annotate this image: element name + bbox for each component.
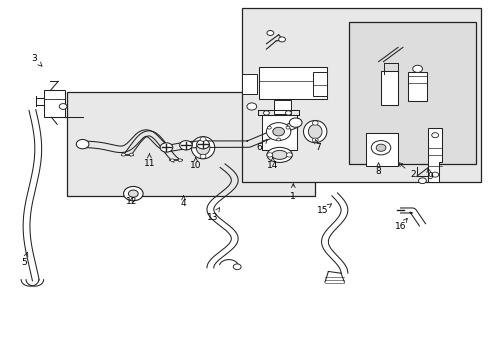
Circle shape: [200, 137, 205, 141]
Circle shape: [196, 140, 209, 149]
Circle shape: [122, 153, 125, 156]
Ellipse shape: [308, 125, 322, 139]
Bar: [380, 71, 397, 105]
Circle shape: [431, 133, 438, 138]
Circle shape: [179, 141, 192, 150]
Circle shape: [289, 118, 302, 127]
Circle shape: [272, 127, 284, 136]
Bar: [348, 22, 475, 164]
Circle shape: [178, 159, 182, 162]
Circle shape: [431, 172, 438, 177]
Circle shape: [246, 103, 256, 110]
Text: 16: 16: [394, 219, 407, 231]
Ellipse shape: [271, 150, 287, 159]
Circle shape: [276, 138, 280, 141]
Circle shape: [278, 37, 285, 42]
Bar: [242, 8, 480, 182]
Circle shape: [285, 126, 289, 129]
Circle shape: [418, 178, 426, 184]
Text: 6: 6: [256, 139, 267, 152]
Ellipse shape: [266, 147, 292, 162]
Circle shape: [200, 154, 205, 158]
Circle shape: [233, 264, 241, 270]
Polygon shape: [427, 128, 442, 182]
Text: 13: 13: [206, 208, 219, 222]
Circle shape: [263, 111, 269, 115]
Text: 15: 15: [316, 204, 331, 215]
Bar: [259, 67, 327, 99]
Text: 12: 12: [125, 197, 137, 206]
Circle shape: [266, 153, 272, 157]
Circle shape: [129, 153, 133, 156]
Text: 5: 5: [21, 252, 28, 267]
Circle shape: [266, 31, 273, 36]
Circle shape: [266, 123, 290, 140]
Circle shape: [267, 126, 271, 129]
Circle shape: [59, 104, 67, 109]
Ellipse shape: [196, 140, 209, 155]
Circle shape: [375, 144, 385, 151]
Circle shape: [123, 186, 143, 201]
Text: 9: 9: [426, 168, 432, 181]
Circle shape: [312, 138, 318, 142]
Circle shape: [128, 190, 138, 197]
Bar: [66, 92, 315, 196]
Bar: [407, 72, 427, 101]
Circle shape: [285, 111, 291, 115]
Bar: [273, 100, 290, 114]
Circle shape: [286, 153, 292, 157]
Circle shape: [160, 143, 172, 152]
Text: 2: 2: [398, 163, 415, 179]
Bar: [261, 116, 296, 149]
Text: 10: 10: [190, 158, 201, 170]
Text: 8: 8: [375, 163, 381, 176]
Circle shape: [170, 159, 174, 162]
Text: 3: 3: [31, 54, 42, 66]
Bar: [312, 72, 327, 96]
Circle shape: [370, 140, 390, 155]
Text: 7: 7: [314, 140, 320, 152]
Circle shape: [312, 121, 318, 125]
Bar: [43, 90, 65, 117]
Ellipse shape: [303, 121, 326, 143]
Text: 1: 1: [290, 184, 296, 201]
Text: 4: 4: [181, 196, 186, 208]
Text: 11: 11: [143, 154, 155, 168]
Circle shape: [76, 139, 89, 149]
Bar: [366, 134, 397, 166]
Ellipse shape: [191, 136, 214, 159]
Bar: [242, 74, 256, 94]
Circle shape: [412, 65, 422, 72]
Text: 14: 14: [266, 158, 278, 170]
